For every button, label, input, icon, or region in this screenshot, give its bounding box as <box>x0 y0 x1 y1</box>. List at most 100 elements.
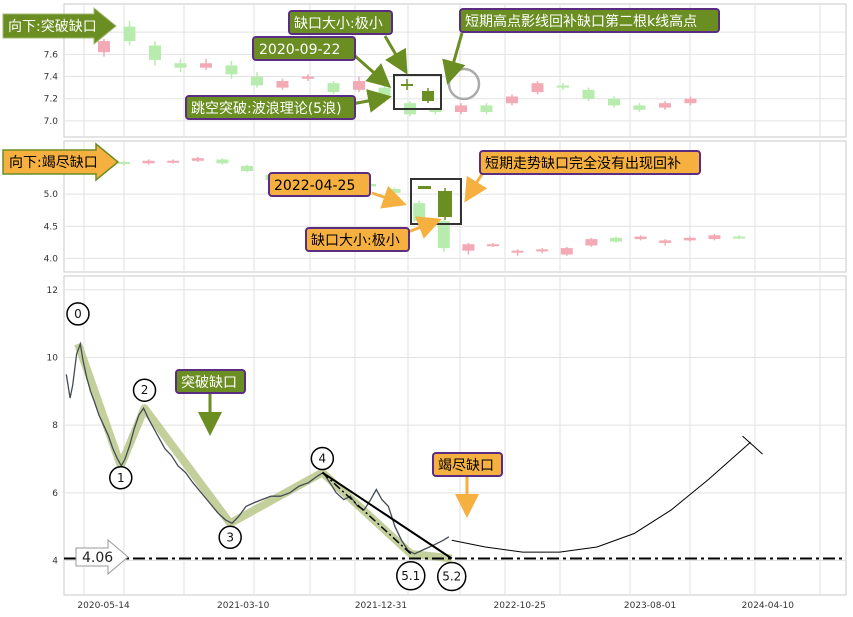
breakout-badge <box>175 369 246 394</box>
p1-candle-body <box>455 105 467 113</box>
p3-y-tick-label: 8 <box>52 421 58 431</box>
panel3-annotations: 突破缺口 竭尽缺口 4.06 <box>75 369 503 576</box>
size-text-1: 缺口大小:极小 <box>294 16 383 32</box>
wave-point-label: 0 <box>74 307 82 321</box>
wave-point-circle <box>396 561 426 591</box>
gap-highlight-box-1 <box>393 74 442 110</box>
date-arrow-1 <box>354 54 392 88</box>
panel2-annotations: 向下:竭尽缺口 2022-04-25 缺口大小:极小 短期走势缺口完全没有出现回… <box>2 142 701 252</box>
wave-point-label: 1 <box>117 471 125 485</box>
p3-y-tick-label: 6 <box>52 489 58 499</box>
wave-point-circle <box>436 561 467 592</box>
p3-x-tick-label: 2024-04-10 <box>742 601 795 611</box>
p1-candle-body <box>633 105 646 110</box>
p1-candle-body <box>149 45 161 60</box>
p3-x-tick-label: 2023-08-01 <box>624 601 676 611</box>
wave-point-circle <box>132 378 157 402</box>
projection-curve <box>451 441 751 553</box>
size-badge-2 <box>305 227 410 252</box>
p1-candle-body <box>200 63 212 68</box>
gap-candle-b <box>422 91 434 101</box>
p1-candle-body <box>327 83 340 93</box>
p2-candle-body <box>560 248 573 255</box>
axis-ticks: 7.07.27.47.67.84.04.55.046810122020-05-1… <box>44 28 795 611</box>
p2-candle-body <box>216 159 229 164</box>
p1-candle-body <box>582 89 595 99</box>
p1-candle-body <box>174 63 187 68</box>
breakout-text: 突破缺口 <box>181 375 237 391</box>
panel3-price: 0 1 2 3 4 5.1 5.2 <box>64 302 846 592</box>
wave-point-circle <box>310 446 335 471</box>
p1-y-tick-label: 7.2 <box>44 95 58 105</box>
p2-candle-body <box>241 165 253 172</box>
note-text-2: 短期走势缺口完全没有出现回补 <box>485 155 681 172</box>
p2-y-tick-label: 4.0 <box>44 254 59 264</box>
panel2-frame <box>63 140 847 273</box>
p2-candle-body <box>511 250 524 253</box>
support-value-text: 4.06 <box>82 550 113 566</box>
signal-arrow-1 <box>351 89 392 113</box>
panel1-annotations: 向下:突破缺口 2020-09-22 缺口大小:极小 跳空突破:波浪理论(5浪)… <box>2 6 720 120</box>
wave-point-circle <box>218 525 242 550</box>
p1-candle-body <box>353 80 365 90</box>
size-text-2: 缺口大小:极小 <box>311 233 400 249</box>
p2-candle-body <box>733 236 745 239</box>
date-text-2: 2022-04-25 <box>274 178 355 194</box>
p2-candle-body <box>118 162 130 165</box>
p1-candle-body <box>429 109 442 113</box>
p1-candle-body <box>684 98 697 104</box>
panel3-frame <box>63 275 847 596</box>
exhaustion-badge <box>432 452 503 477</box>
high-badge-1 <box>459 8 720 33</box>
p1-y-tick-label: 7.0 <box>44 117 59 127</box>
p3-x-tick-label: 2021-12-31 <box>355 601 407 611</box>
p1-candle-body <box>531 83 544 93</box>
panel2-arrow-badge <box>2 142 120 182</box>
p2-y-tick-label: 5.0 <box>44 190 59 200</box>
note-arrow-2 <box>464 173 488 203</box>
p1-candle-body <box>659 103 671 108</box>
panel2-arrow-text: 向下:竭尽缺口 <box>9 155 98 171</box>
panel1-arrow-badge <box>2 6 117 46</box>
p1-candle-body <box>608 98 620 106</box>
p2-candle-body <box>167 160 180 163</box>
p1-candle-body <box>557 85 569 88</box>
p1-candle-body <box>302 76 314 79</box>
panel1-arrow-text: 向下:突破缺口 <box>8 19 97 35</box>
p2-candle-body <box>388 189 401 193</box>
p1-y-tick-label: 7.4 <box>44 73 59 83</box>
p2-candle-body <box>142 160 155 164</box>
support-arrow-badge <box>75 538 129 576</box>
wave-point-circle <box>109 466 133 490</box>
p2-candle-body <box>708 235 721 240</box>
p2-candle-body <box>585 239 598 246</box>
signal-badge-1 <box>185 95 356 120</box>
p3-y-tick-label: 12 <box>47 286 58 296</box>
date-badge-2 <box>268 172 371 197</box>
p2-y-tick-label: 4.5 <box>44 222 58 232</box>
p3-y-tick-label: 4 <box>52 557 58 567</box>
exhaustion-text: 竭尽缺口 <box>438 458 494 474</box>
wave-point-label: 3 <box>226 530 234 544</box>
note-badge-2 <box>479 150 701 175</box>
size-arrow-1 <box>383 35 408 75</box>
p2-candle-body <box>610 237 622 242</box>
price-line <box>65 341 450 555</box>
p3-x-tick-label: 2020-05-14 <box>77 601 130 611</box>
p3-x-tick-label: 2021-03-10 <box>217 601 270 611</box>
p2-candle-body <box>659 240 672 243</box>
p2-candle-body <box>683 237 696 241</box>
gap-candle-a <box>401 84 413 86</box>
p2-candle-body <box>191 158 204 161</box>
high-arrow-1 <box>442 32 466 85</box>
p1-candle-body <box>251 76 263 86</box>
p2-candle-body <box>487 244 499 247</box>
signal-text-1: 跳空突破:波浪理论(5浪) <box>191 101 342 117</box>
p1-candle-body <box>480 105 493 113</box>
p1-candle-body <box>506 96 518 104</box>
wave5-dashdot-line <box>321 471 412 555</box>
p1-candle-body <box>225 65 238 75</box>
p1-candle-body <box>98 41 110 53</box>
projection-end-tick <box>742 435 763 455</box>
